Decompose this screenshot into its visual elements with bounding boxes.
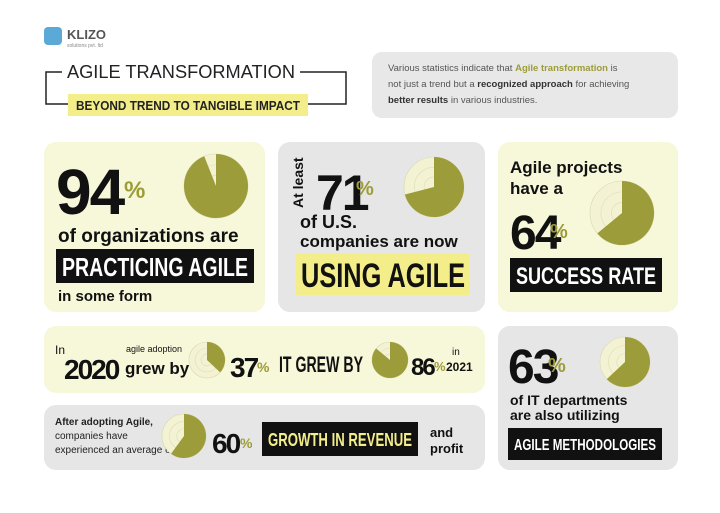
stat-label: GROWTH IN REVENUE — [268, 430, 412, 450]
stat-prefix: At least — [290, 157, 306, 208]
brand-name: KLIZO — [67, 27, 106, 42]
stat-sign: % — [124, 177, 145, 204]
intro-part: is — [608, 63, 618, 74]
stat-note: and — [430, 425, 453, 440]
logo-icon — [44, 27, 62, 45]
intro-part: in various industries. — [448, 95, 537, 106]
stat-value: 37 — [230, 352, 259, 383]
stat-sign: % — [356, 178, 374, 200]
pie-slice — [404, 157, 465, 217]
card — [44, 326, 485, 393]
brand-tagline: solutions pvt. ltd — [67, 43, 103, 49]
pie-slice — [171, 414, 206, 458]
subtitle-highlight — [68, 94, 308, 116]
stat-value: 94 — [56, 156, 126, 228]
stat-note: in some form — [58, 288, 152, 305]
intro-part: for achieving — [573, 79, 630, 90]
pie-slice — [597, 181, 654, 245]
label-box — [56, 249, 254, 283]
stat-note: profit — [430, 441, 464, 456]
intro-part: Various statistics indicate that — [388, 63, 515, 74]
stat-text: After adopting Agile, — [55, 417, 153, 428]
stat-text: of U.S. — [300, 212, 357, 232]
label-box — [508, 428, 662, 460]
stat-text: of organizations are — [58, 226, 239, 247]
header-subtitle: BEYOND TREND TO TANGIBLE IMPACT — [76, 98, 300, 113]
intro-text: not just a trend but a recognized approa… — [388, 79, 629, 90]
intro-text: better results in various industries. — [388, 95, 537, 106]
stat-text: are also utilizing — [510, 407, 620, 423]
intro-bold: better results — [388, 95, 448, 106]
stat-value: 60 — [212, 428, 241, 459]
year: 2021 — [446, 360, 473, 374]
pie-slice — [184, 154, 248, 218]
stat-sign: % — [257, 359, 270, 375]
stat-label: PRACTICING AGILE — [62, 252, 248, 282]
stat-sign: % — [240, 435, 253, 451]
intro-bold: recognized approach — [477, 79, 573, 90]
intro-bold: Agile transformation — [515, 63, 608, 74]
pie-slice — [371, 342, 408, 378]
header-bracket — [45, 71, 347, 105]
pie-slice — [207, 342, 226, 373]
stat-value: 63 — [508, 341, 558, 394]
intro-box — [372, 52, 678, 118]
stat-label: AGILE METHODOLOGIES — [514, 437, 656, 454]
stat-sign: % — [550, 221, 568, 243]
stat-sign: % — [434, 359, 446, 374]
label-box — [510, 258, 662, 292]
label-box — [296, 253, 470, 295]
year: 2020 — [64, 354, 120, 385]
stat-text: companies are now — [300, 232, 459, 251]
stat-text: of IT departments — [510, 392, 628, 408]
stat-text: agile adoption — [126, 344, 182, 354]
intro-text: Various statistics indicate that Agile t… — [388, 63, 618, 74]
header-title: AGILE TRANSFORMATION — [67, 62, 295, 82]
intro-part: not just a trend but a — [388, 79, 477, 90]
stat-text: companies have — [55, 431, 128, 442]
stat-label: USING AGILE — [301, 257, 465, 295]
stat-label: IT GREW BY — [279, 352, 363, 377]
stat-text: have a — [510, 179, 563, 198]
label-box — [262, 422, 418, 456]
stat-value: 64 — [510, 207, 562, 260]
stat-value: 71 — [316, 165, 369, 221]
stat-value: 86 — [411, 354, 435, 381]
stat-text: in — [452, 347, 460, 358]
pie-slice — [606, 337, 650, 387]
stat-text: Agile projects — [510, 158, 622, 177]
stat-sign: % — [548, 355, 566, 377]
pie-charts — [161, 153, 655, 459]
stat-label: SUCCESS RATE — [516, 263, 656, 290]
stat-text: experienced an average of — [55, 445, 174, 456]
stat-prefix: In — [55, 343, 65, 357]
stat-text: grew by — [125, 359, 190, 378]
